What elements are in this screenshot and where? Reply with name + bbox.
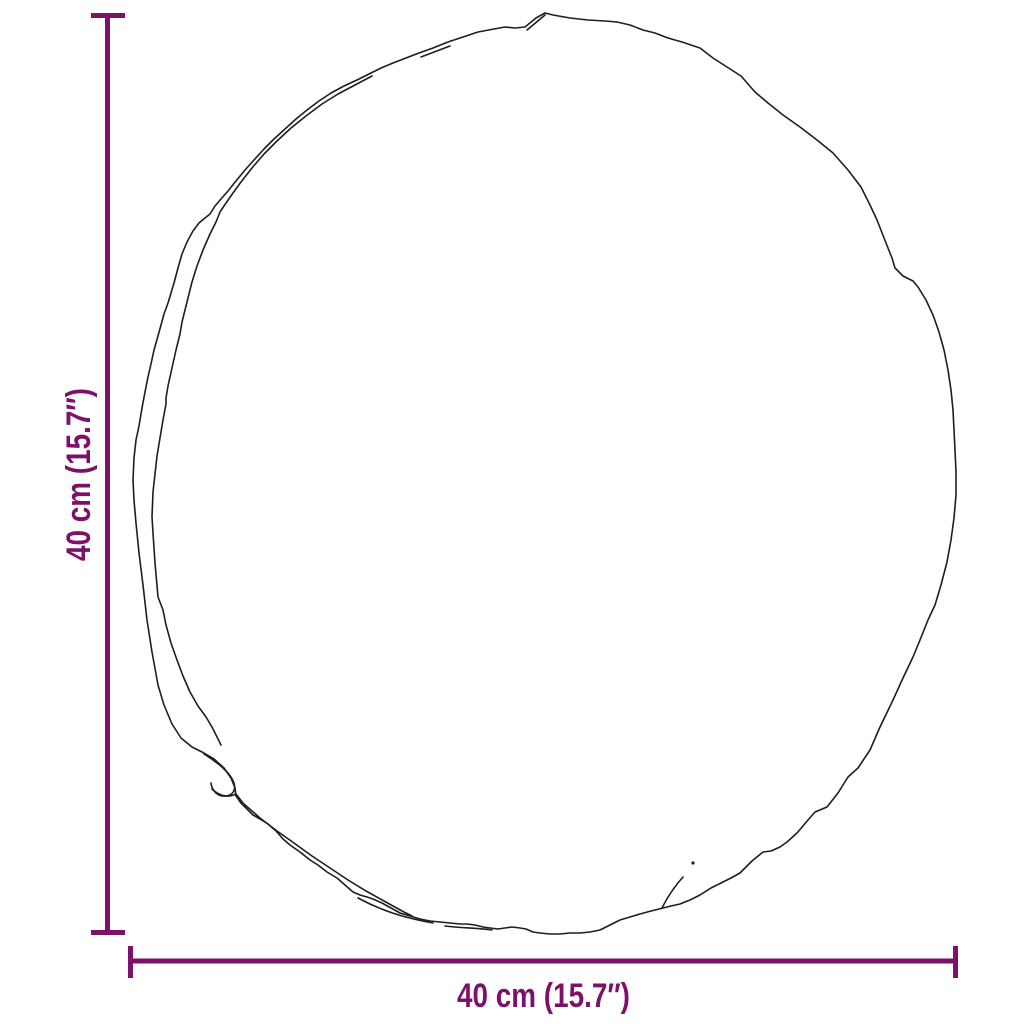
cushion-seam-line-lower <box>243 803 413 917</box>
cushion-outline-drawing <box>132 12 957 935</box>
horizontal-dimension-indicator <box>128 946 958 978</box>
bottom-edge-doubling-2 <box>444 925 493 931</box>
fabric-fold-crease <box>211 788 244 804</box>
horizontal-dimension-label-text: 40 cm (15.7″) <box>456 977 630 1015</box>
vertical-dimension-label: 40 cm (15.7″) <box>59 295 99 655</box>
fabric-fold-detail <box>203 753 236 797</box>
top-left-seam-doubling <box>420 45 451 58</box>
vertical-dimension-indicator <box>91 13 125 935</box>
top-pleat-line <box>526 14 546 31</box>
stitch-dot <box>691 861 695 865</box>
bottom-edge-doubling-1 <box>357 897 434 924</box>
cushion-seam-line-upper <box>151 75 373 746</box>
horizontal-dimension-label: 40 cm (15.7″) <box>343 974 743 1018</box>
vertical-dimension-label-text: 40 cm (15.7″) <box>60 388 98 562</box>
bottom-crease-line <box>661 876 684 909</box>
cushion-outer-edge <box>132 12 957 935</box>
